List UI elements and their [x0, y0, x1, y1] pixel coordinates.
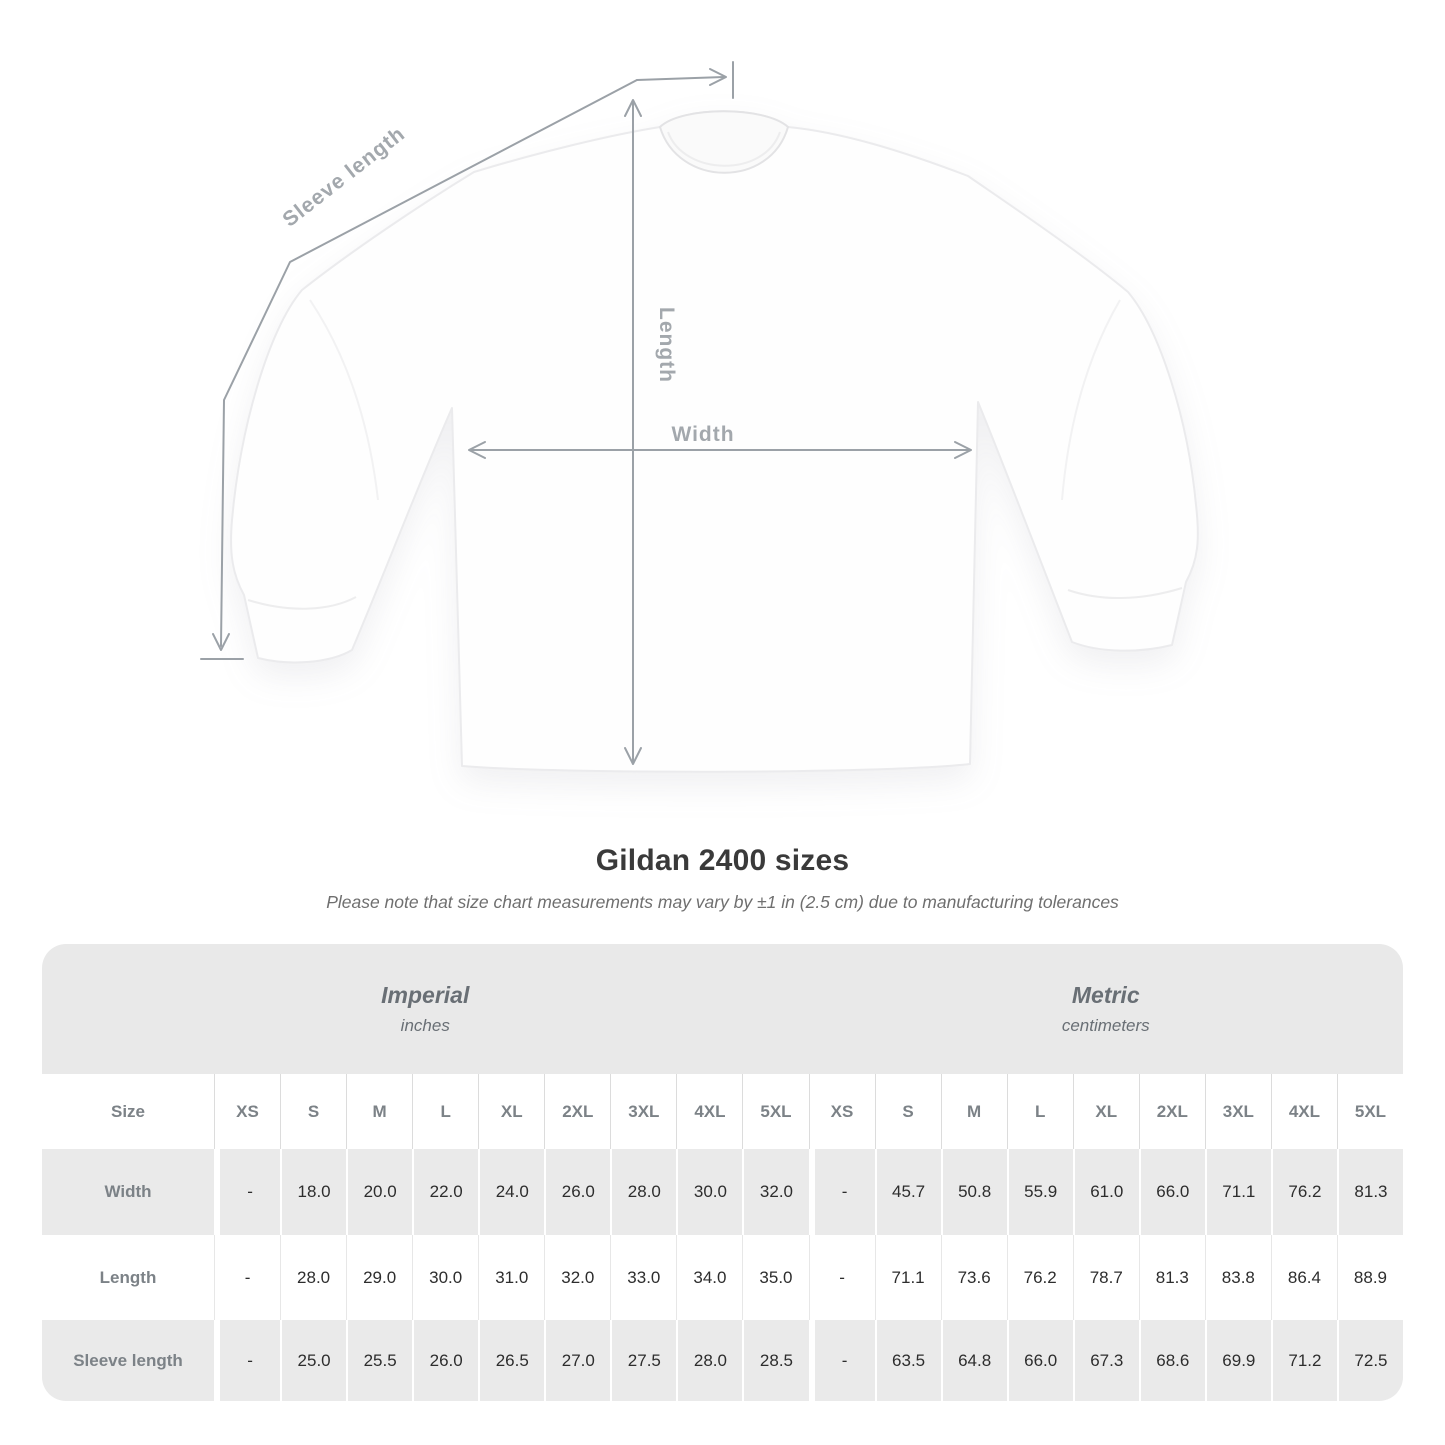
- measurement-value: 81.3: [1336, 1149, 1403, 1235]
- size-grid: Imperial inches Metric centimeters Size X…: [42, 944, 1403, 1401]
- measurement-row-label: Width: [42, 1149, 214, 1235]
- measurement-value: 26.0: [544, 1149, 611, 1235]
- measurement-value: 66.0: [1138, 1149, 1205, 1235]
- sleeve-length-label: Sleeve length: [278, 122, 409, 231]
- measurement-value: 29.0: [346, 1235, 413, 1320]
- measurement-value: 83.8: [1204, 1235, 1271, 1320]
- length-label: Length: [655, 307, 678, 383]
- size-column-header-metric: 4XL: [1270, 1074, 1337, 1149]
- measurement-value: 30.0: [412, 1235, 479, 1320]
- measurement-value: 50.8: [940, 1149, 1007, 1235]
- measurement-value: 88.9: [1336, 1235, 1403, 1320]
- measurement-row-label: Length: [42, 1235, 214, 1320]
- measurement-value: 68.6: [1138, 1320, 1205, 1401]
- measurement-lines: [200, 61, 972, 765]
- page-title: Gildan 2400 sizes: [595, 844, 850, 877]
- imperial-group-header: Imperial inches: [42, 944, 809, 1074]
- measurement-value: -: [808, 1235, 875, 1320]
- measurement-value: 25.0: [280, 1320, 347, 1401]
- metric-group-header: Metric centimeters: [808, 944, 1403, 1074]
- size-column-header-imperial: S: [280, 1074, 347, 1149]
- size-column-header-metric: S: [874, 1074, 941, 1149]
- metric-group-label: Metric: [1071, 982, 1140, 1008]
- measurement-value: 28.0: [280, 1235, 347, 1320]
- measurement-value: -: [808, 1320, 875, 1401]
- size-column-header-metric: XL: [1072, 1074, 1139, 1149]
- measurement-value: 72.5: [1336, 1320, 1403, 1401]
- measurement-value: 76.2: [1006, 1235, 1073, 1320]
- width-line: [468, 441, 972, 459]
- measurement-value: 78.7: [1072, 1235, 1139, 1320]
- measurement-value: 71.2: [1270, 1320, 1337, 1401]
- imperial-unit-label: inches: [400, 1016, 450, 1035]
- measurement-value: 76.2: [1270, 1149, 1337, 1235]
- length-line: [624, 99, 642, 765]
- measurement-value: 31.0: [478, 1235, 545, 1320]
- measurement-value: 20.0: [346, 1149, 413, 1235]
- measurement-value: 27.5: [610, 1320, 677, 1401]
- measurement-value: 32.0: [742, 1149, 809, 1235]
- size-column-header-imperial: L: [412, 1074, 479, 1149]
- measurement-value: 34.0: [676, 1235, 743, 1320]
- measurement-value: 27.0: [544, 1320, 611, 1401]
- measurement-value: 73.6: [940, 1235, 1007, 1320]
- size-table: Imperial inches Metric centimeters Size X…: [42, 944, 1403, 1401]
- size-column-header-metric: L: [1006, 1074, 1073, 1149]
- measurement-value: 32.0: [544, 1235, 611, 1320]
- measurement-value: 45.7: [874, 1149, 941, 1235]
- measurement-value: 33.0: [610, 1235, 677, 1320]
- measurement-value: 86.4: [1270, 1235, 1337, 1320]
- measurement-value: 55.9: [1006, 1149, 1073, 1235]
- size-column-header-metric: 2XL: [1138, 1074, 1205, 1149]
- measurement-value: 66.0: [1006, 1320, 1073, 1401]
- metric-unit-label: centimeters: [1061, 1016, 1150, 1035]
- measurement-value: 71.1: [1204, 1149, 1271, 1235]
- measurement-value: 35.0: [742, 1235, 809, 1320]
- imperial-group-label: Imperial: [381, 982, 470, 1008]
- measurement-value: 69.9: [1204, 1320, 1271, 1401]
- measurement-value: 81.3: [1138, 1235, 1205, 1320]
- size-column-header-metric: M: [940, 1074, 1007, 1149]
- measurement-value: 61.0: [1072, 1149, 1139, 1235]
- measurement-value: 64.8: [940, 1320, 1007, 1401]
- size-column-header-imperial: XL: [478, 1074, 545, 1149]
- width-label: Width: [671, 423, 734, 446]
- measurement-value: 28.0: [610, 1149, 677, 1235]
- size-column-header-imperial: 4XL: [676, 1074, 743, 1149]
- measurement-value: 63.5: [874, 1320, 941, 1401]
- measurement-value: 28.0: [676, 1320, 743, 1401]
- size-column-header-metric: 3XL: [1204, 1074, 1271, 1149]
- measurement-value: -: [808, 1149, 875, 1235]
- measurement-value: 18.0: [280, 1149, 347, 1235]
- measurement-value: 22.0: [412, 1149, 479, 1235]
- measurement-value: 25.5: [346, 1320, 413, 1401]
- size-column-header-imperial: M: [346, 1074, 413, 1149]
- measurement-row-label: Sleeve length: [42, 1320, 214, 1401]
- measurement-value: 67.3: [1072, 1320, 1139, 1401]
- size-column-header-metric: 5XL: [1336, 1074, 1403, 1149]
- measurement-value: -: [214, 1320, 281, 1401]
- size-column-header-imperial: 5XL: [742, 1074, 809, 1149]
- size-column-header-imperial: XS: [214, 1074, 281, 1149]
- measurement-value: 28.5: [742, 1320, 809, 1401]
- size-column-header: Size: [42, 1074, 214, 1149]
- measurement-value: 71.1: [874, 1235, 941, 1320]
- size-column-header-imperial: 3XL: [610, 1074, 677, 1149]
- measurement-value: -: [214, 1235, 281, 1320]
- measurement-value: -: [214, 1149, 281, 1235]
- sleeve-length-line: [200, 61, 734, 660]
- tolerance-note: Please note that size chart measurements…: [326, 892, 1119, 912]
- measurement-value: 26.0: [412, 1320, 479, 1401]
- long-sleeve-shirt-illustration: [230, 110, 1199, 773]
- measurement-value: 24.0: [478, 1149, 545, 1235]
- shirt-measurement-diagram: Sleeve length Length Width: [200, 61, 1199, 773]
- measurement-value: 26.5: [478, 1320, 545, 1401]
- size-column-header-imperial: 2XL: [544, 1074, 611, 1149]
- size-column-header-metric: XS: [808, 1074, 875, 1149]
- measurement-value: 30.0: [676, 1149, 743, 1235]
